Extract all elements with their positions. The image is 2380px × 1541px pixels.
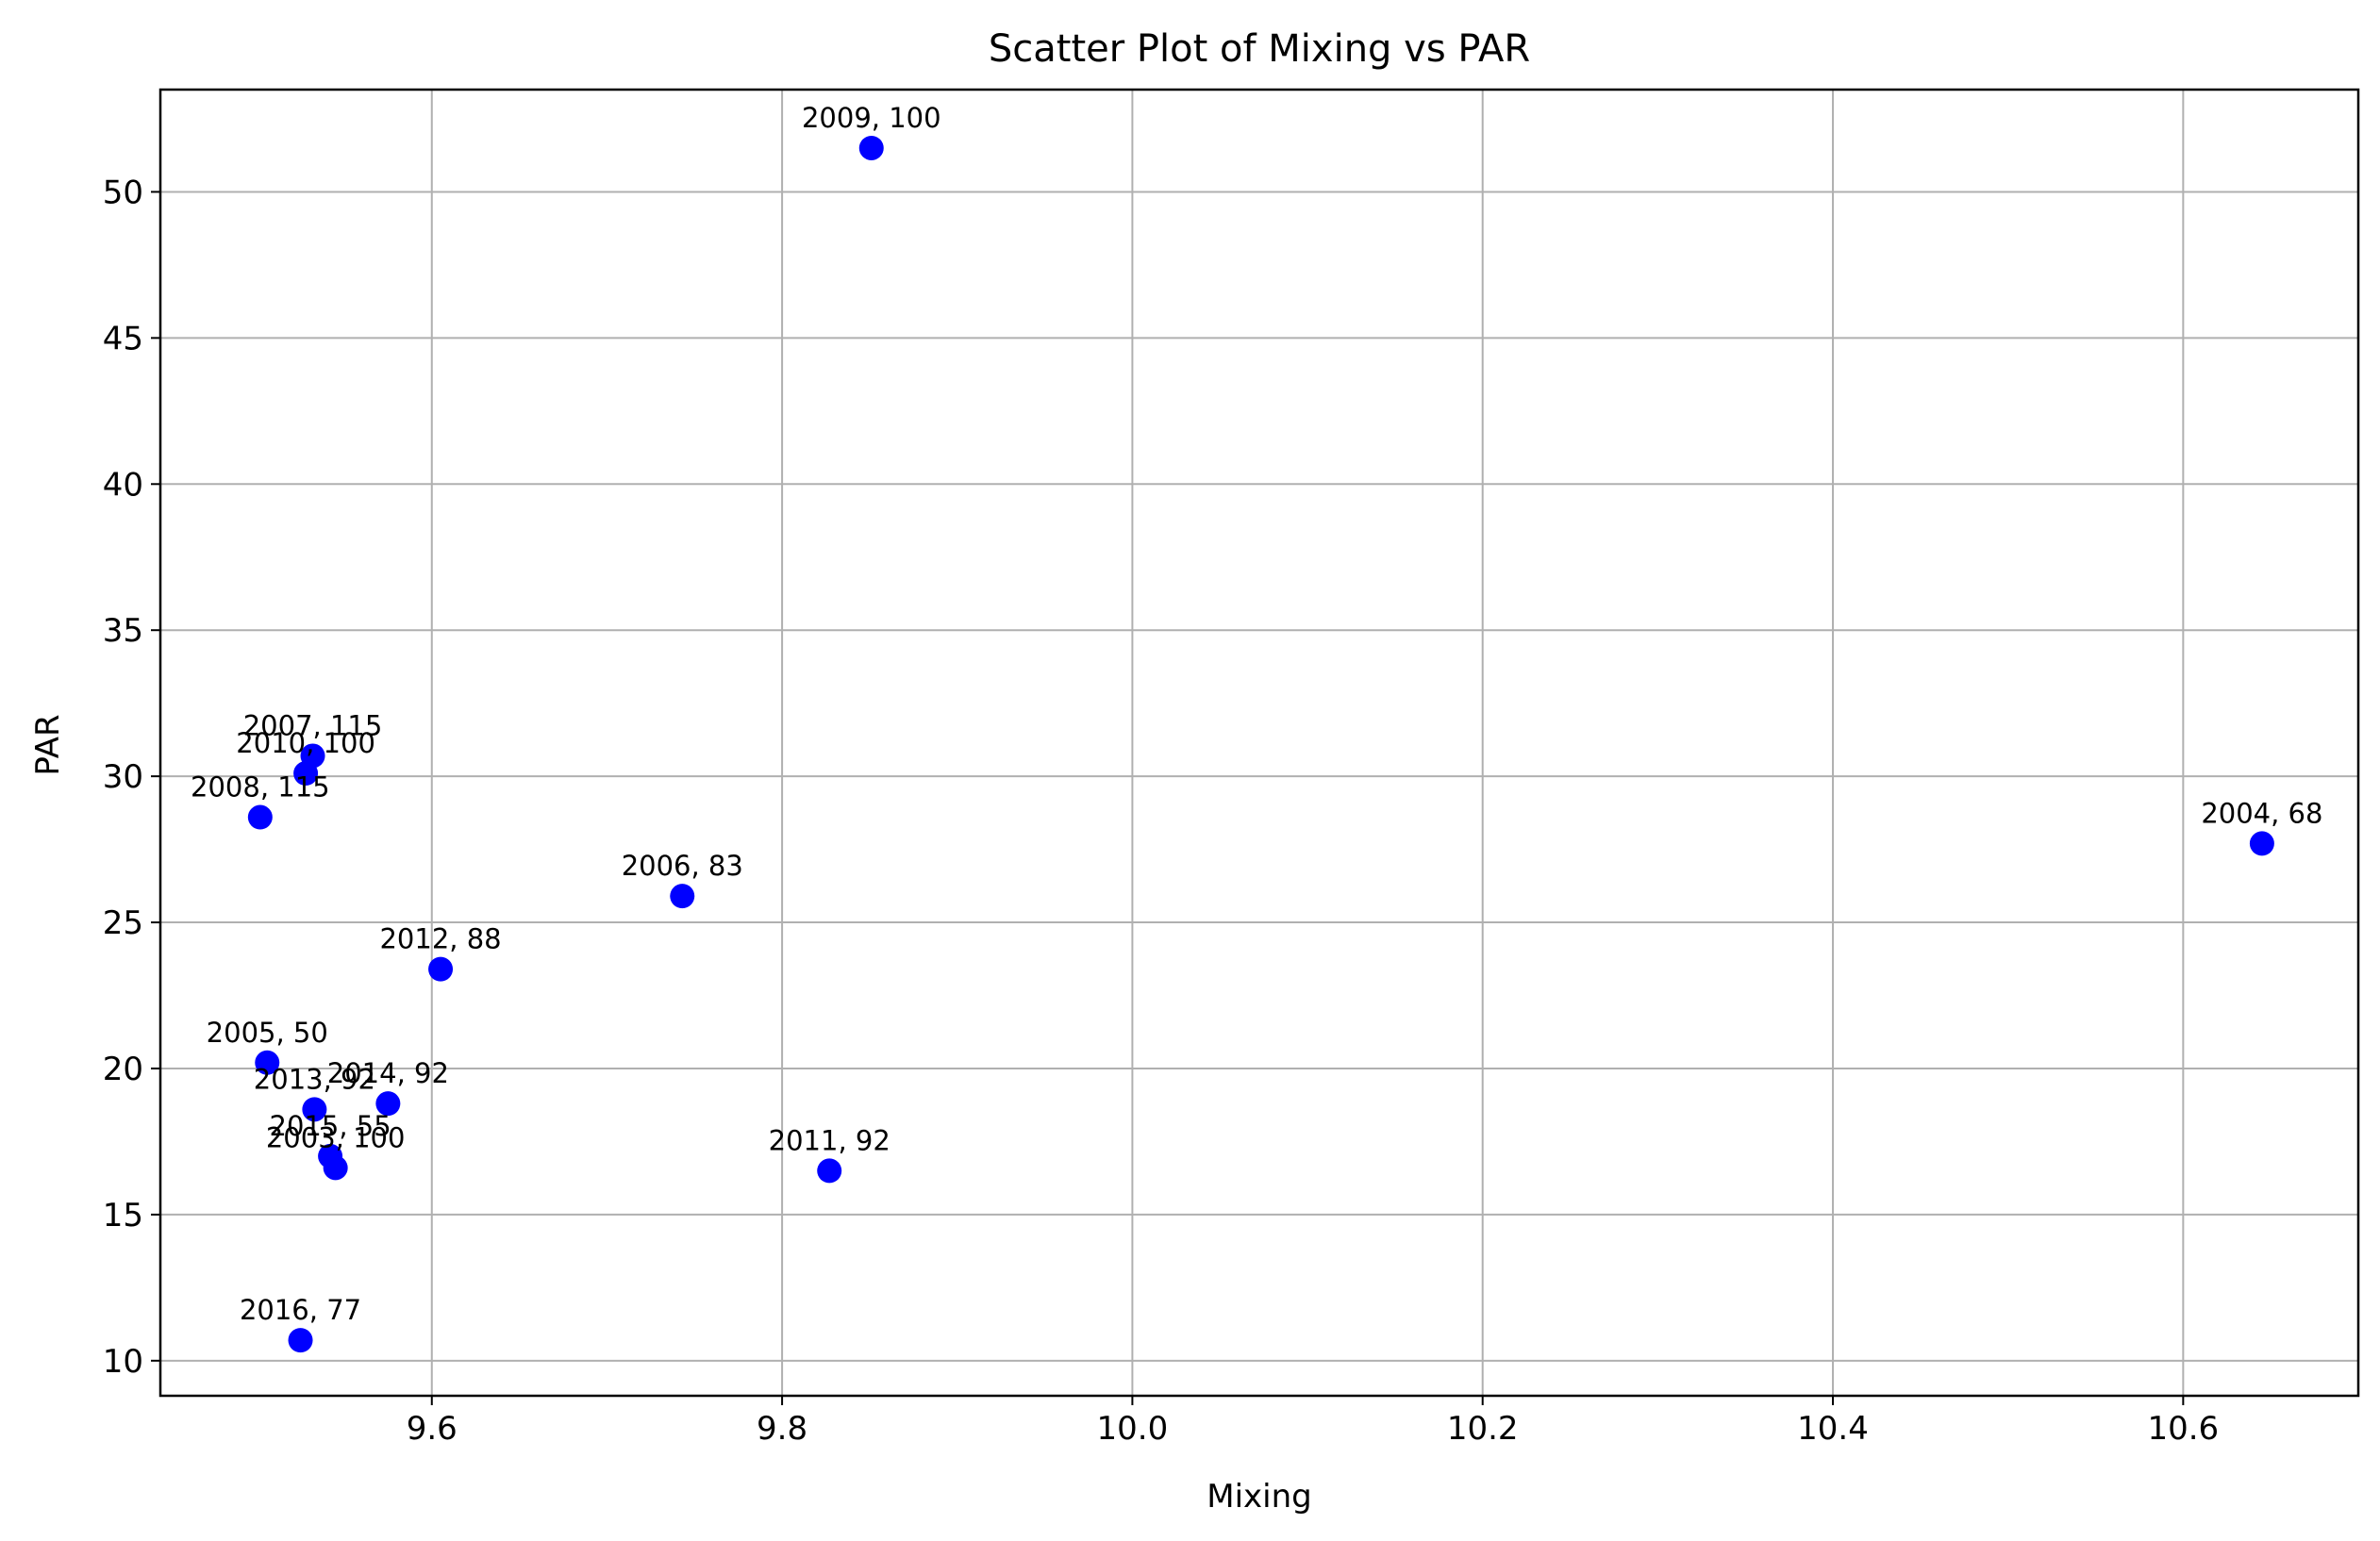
y-tick-label: 25 [103, 904, 143, 942]
x-tick-label: 9.6 [407, 1410, 458, 1448]
points-layer [247, 135, 2274, 1353]
ticks-layer: 9.6 9.8 10.0 10.2 10.4 10.6 10 15 20 25 30 35 40 45 50 [103, 174, 2219, 1448]
x-tick-label: 10.2 [1447, 1410, 1519, 1448]
data-point [817, 1158, 842, 1184]
data-point [247, 804, 273, 830]
y-tick-label: 20 [103, 1051, 143, 1088]
x-tick-label: 10.4 [1797, 1410, 1869, 1448]
data-point [255, 1050, 280, 1075]
point-label: 2009, 100 [802, 102, 941, 134]
point-label: 2011, 92 [769, 1124, 890, 1156]
data-point [288, 1328, 313, 1353]
y-tick-label: 30 [103, 758, 143, 796]
point-label: 2006, 83 [622, 850, 743, 882]
point-label: 2015, 55 [270, 1110, 391, 1142]
point-label: 2008, 115 [191, 771, 330, 804]
data-point [858, 135, 884, 160]
point-label: 2007, 115 [243, 709, 383, 741]
y-tick-label: 10 [103, 1343, 143, 1381]
plot-frame [158, 88, 2360, 1398]
point-label: 2012, 88 [379, 923, 501, 955]
data-point [670, 884, 695, 909]
point-label: 2016, 77 [240, 1294, 361, 1326]
data-point [428, 956, 454, 982]
data-point [375, 1091, 401, 1117]
y-tick-label: 35 [103, 612, 143, 650]
chart-title: Scatter Plot of Mixing vs PAR [989, 27, 1530, 71]
y-tick-label: 45 [103, 320, 143, 357]
point-label: 2004, 68 [2201, 797, 2322, 829]
y-tick-label: 50 [103, 174, 143, 211]
x-tick-label: 10.6 [2147, 1410, 2219, 1448]
y-axis-label: PAR [29, 714, 67, 775]
point-label: 2010, 100 [236, 727, 375, 759]
y-tick-label: 15 [103, 1197, 143, 1234]
data-point [2249, 831, 2274, 856]
data-point [302, 1097, 327, 1122]
data-point [323, 1155, 348, 1181]
point-label: 2013, 92 [254, 1063, 375, 1095]
point-label: 2005, 50 [207, 1017, 328, 1049]
x-axis-label: Mixing [1207, 1478, 1311, 1516]
point-label: 2014, 92 [327, 1057, 449, 1089]
y-tick-label: 40 [103, 466, 143, 504]
data-point [293, 761, 319, 787]
x-tick-label: 10.0 [1097, 1410, 1169, 1448]
point-label: 2003, 100 [266, 1121, 406, 1153]
grid-layer [160, 90, 2358, 1396]
x-tick-label: 9.8 [757, 1410, 807, 1448]
